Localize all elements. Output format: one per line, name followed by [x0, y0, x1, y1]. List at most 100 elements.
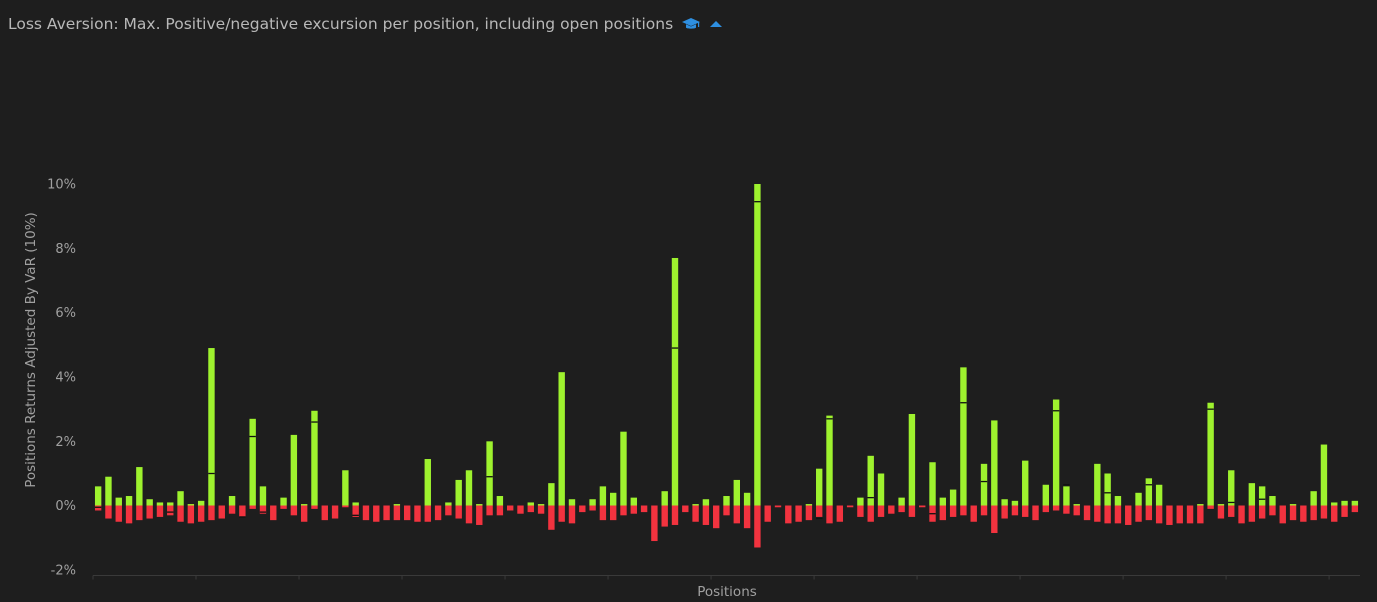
negative-excursion-bar[interactable]: [270, 505, 277, 521]
positive-excursion-bar[interactable]: [1217, 504, 1225, 506]
positive-excursion-bar[interactable]: [1145, 478, 1153, 506]
negative-excursion-bar[interactable]: [991, 505, 998, 534]
positive-excursion-bar[interactable]: [548, 483, 555, 506]
negative-excursion-bar[interactable]: [115, 505, 122, 522]
negative-excursion-bar[interactable]: [795, 505, 802, 522]
positive-excursion-bar[interactable]: [1351, 500, 1359, 506]
positive-excursion-bar[interactable]: [94, 486, 102, 506]
negative-excursion-bar[interactable]: [599, 505, 607, 521]
negative-excursion-bar[interactable]: [445, 505, 452, 516]
negative-excursion-bar[interactable]: [960, 505, 967, 516]
negative-excursion-bar[interactable]: [1258, 505, 1266, 519]
negative-excursion-bar[interactable]: [682, 505, 689, 513]
negative-excursion-bar[interactable]: [939, 505, 947, 521]
negative-excursion-bar[interactable]: [537, 505, 545, 514]
positive-excursion-bar[interactable]: [115, 497, 122, 506]
negative-excursion-bar[interactable]: [321, 505, 328, 521]
negative-excursion-bar[interactable]: [1032, 505, 1039, 521]
negative-excursion-bar[interactable]: [414, 505, 421, 522]
positive-excursion-bar[interactable]: [527, 502, 534, 506]
negative-excursion-bar[interactable]: [651, 505, 658, 542]
negative-excursion-bar[interactable]: [1145, 505, 1153, 521]
negative-excursion-bar[interactable]: [136, 505, 143, 521]
negative-excursion-bar[interactable]: [455, 505, 462, 519]
negative-excursion-bar[interactable]: [579, 505, 586, 513]
negative-excursion-bar[interactable]: [805, 505, 813, 521]
negative-excursion-bar[interactable]: [630, 505, 637, 514]
positive-excursion-bar[interactable]: [877, 473, 885, 506]
positive-excursion-bar[interactable]: [960, 367, 967, 506]
negative-excursion-bar[interactable]: [888, 505, 895, 514]
positive-excursion-bar[interactable]: [1042, 484, 1050, 506]
positive-excursion-bar[interactable]: [1114, 496, 1122, 506]
positive-excursion-bar[interactable]: [537, 504, 545, 506]
negative-excursion-bar[interactable]: [1083, 505, 1091, 521]
negative-excursion-bar[interactable]: [177, 505, 184, 522]
negative-excursion-bar[interactable]: [764, 505, 771, 522]
positive-excursion-bar[interactable]: [1094, 463, 1101, 506]
negative-excursion-bar[interactable]: [1228, 505, 1235, 517]
negative-excursion-bar[interactable]: [589, 505, 596, 511]
negative-excursion-bar[interactable]: [527, 505, 534, 513]
positive-excursion-bar[interactable]: [465, 470, 473, 506]
positive-excursion-bar[interactable]: [259, 486, 267, 506]
negative-excursion-bar[interactable]: [867, 505, 874, 522]
positive-excursion-bar[interactable]: [620, 431, 627, 506]
positive-excursion-bar[interactable]: [1135, 492, 1142, 506]
negative-excursion-bar[interactable]: [94, 505, 102, 511]
negative-excursion-bar[interactable]: [774, 505, 782, 508]
negative-excursion-bar[interactable]: [239, 505, 246, 517]
positive-excursion-bar[interactable]: [455, 479, 462, 506]
positive-excursion-bar[interactable]: [1258, 486, 1266, 506]
negative-excursion-bar[interactable]: [846, 505, 854, 508]
negative-excursion-bar[interactable]: [1104, 505, 1111, 524]
negative-excursion-bar[interactable]: [290, 505, 298, 516]
positive-excursion-bar[interactable]: [352, 502, 359, 506]
negative-excursion-bar[interactable]: [352, 505, 359, 517]
positive-excursion-bar[interactable]: [661, 491, 668, 506]
negative-excursion-bar[interactable]: [816, 505, 823, 517]
positive-excursion-bar[interactable]: [991, 420, 998, 506]
positive-excursion-bar[interactable]: [177, 491, 184, 506]
positive-excursion-bar[interactable]: [1341, 500, 1348, 506]
positive-excursion-bar[interactable]: [424, 459, 431, 506]
negative-excursion-bar[interactable]: [1310, 505, 1317, 521]
positive-excursion-bar[interactable]: [1063, 486, 1070, 506]
negative-excursion-bar[interactable]: [558, 505, 565, 522]
negative-excursion-bar[interactable]: [486, 505, 493, 516]
negative-excursion-bar[interactable]: [671, 505, 679, 525]
negative-excursion-bar[interactable]: [836, 505, 844, 522]
positive-excursion-bar[interactable]: [156, 502, 164, 506]
negative-excursion-bar[interactable]: [1125, 505, 1132, 525]
negative-excursion-bar[interactable]: [692, 505, 699, 522]
positive-excursion-bar[interactable]: [311, 410, 318, 506]
negative-excursion-bar[interactable]: [1217, 505, 1225, 519]
negative-excursion-bar[interactable]: [980, 505, 988, 516]
negative-excursion-bar[interactable]: [331, 505, 339, 519]
positive-excursion-bar[interactable]: [300, 504, 308, 506]
negative-excursion-bar[interactable]: [424, 505, 431, 522]
positive-excursion-bar[interactable]: [1331, 502, 1338, 506]
graduation-cap-icon[interactable]: [681, 16, 701, 32]
positive-excursion-bar[interactable]: [1228, 470, 1235, 506]
negative-excursion-bar[interactable]: [125, 505, 133, 524]
negative-excursion-bar[interactable]: [1176, 505, 1183, 524]
caret-up-icon[interactable]: [709, 19, 723, 29]
positive-excursion-bar[interactable]: [558, 372, 565, 506]
negative-excursion-bar[interactable]: [105, 505, 112, 519]
negative-excursion-bar[interactable]: [1279, 505, 1286, 524]
negative-excursion-bar[interactable]: [1269, 505, 1276, 516]
positive-excursion-bar[interactable]: [816, 468, 823, 506]
negative-excursion-bar[interactable]: [568, 505, 576, 524]
positive-excursion-bar[interactable]: [146, 499, 153, 506]
positive-excursion-bar[interactable]: [136, 467, 143, 506]
negative-excursion-bar[interactable]: [949, 505, 957, 517]
positive-excursion-bar[interactable]: [1022, 460, 1029, 506]
positive-excursion-bar[interactable]: [743, 492, 751, 506]
positive-excursion-bar[interactable]: [393, 504, 401, 506]
negative-excursion-bar[interactable]: [743, 505, 751, 529]
negative-excursion-bar[interactable]: [548, 505, 555, 530]
positive-excursion-bar[interactable]: [486, 441, 493, 506]
positive-excursion-bar[interactable]: [723, 496, 730, 506]
negative-excursion-bar[interactable]: [610, 505, 617, 521]
